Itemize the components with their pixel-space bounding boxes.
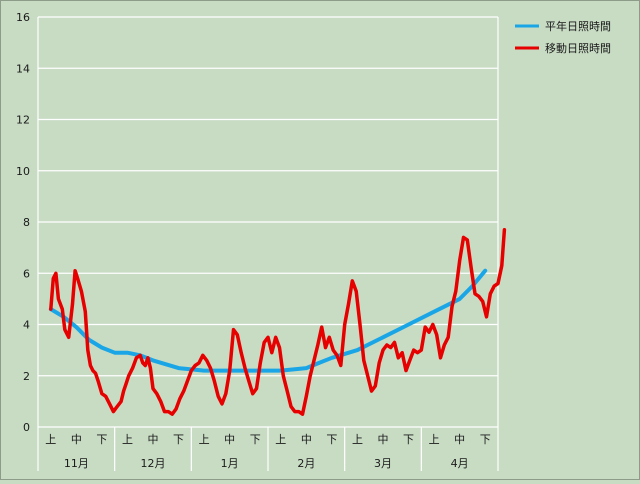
series-lines	[48, 227, 507, 416]
x-tick-label-period: 上	[122, 433, 133, 446]
x-tick-label-period: 中	[148, 433, 159, 446]
x-tick-label-period: 中	[301, 433, 312, 446]
x-tick-label-month: 3月	[374, 457, 392, 470]
y-tick-label: 12	[16, 114, 30, 127]
y-tick-label: 6	[23, 267, 30, 280]
x-tick-label-period: 上	[352, 433, 363, 446]
y-tick-label: 10	[16, 165, 30, 178]
legend: 平年日照時間 移動日照時間	[515, 19, 611, 55]
x-tick-label-month: 12月	[141, 457, 166, 470]
x-tick-label-period: 下	[250, 433, 261, 446]
x-tick-label-period: 中	[454, 433, 465, 446]
y-tick-label: 8	[23, 216, 30, 229]
y-tick-label: 4	[23, 319, 30, 332]
y-axis: 0 2 4 6 8 10 12 14 16	[16, 11, 30, 434]
x-tick-label-period: 下	[480, 433, 491, 446]
x-tick-label-period: 上	[275, 433, 286, 446]
series-line-moving	[49, 227, 507, 416]
y-tick-label: 2	[23, 370, 30, 383]
x-tick-label-month: 4月	[451, 457, 469, 470]
x-tick-label-month: 11月	[64, 457, 89, 470]
x-tick-label-month: 2月	[297, 457, 315, 470]
x-tick-label-period: 中	[378, 433, 389, 446]
x-tick-label-period: 下	[326, 433, 337, 446]
y-tick-label: 14	[16, 62, 30, 75]
x-tick-label-period: 下	[403, 433, 414, 446]
series-line-normal	[48, 268, 488, 373]
x-tick-label-month: 1月	[221, 457, 239, 470]
x-tick-label-period: 下	[173, 433, 184, 446]
x-tick-label-period: 上	[45, 433, 56, 446]
x-tick-label-period: 中	[71, 433, 82, 446]
legend-label-moving: 移動日照時間	[545, 41, 611, 55]
x-tick-label-period: 上	[199, 433, 210, 446]
x-tick-label-period: 下	[96, 433, 107, 446]
x-axis: 上 中 下 上 中 下 上 中 下 上 中 下 上 中 下 上 中 下 11月 12月 1月 2月 3月 4月	[37, 427, 499, 471]
y-tick-label: 16	[16, 11, 30, 24]
y-tick-label: 0	[23, 421, 30, 434]
x-tick-label-period: 中	[224, 433, 235, 446]
gridlines	[37, 16, 499, 428]
x-tick-label-period: 上	[429, 433, 440, 446]
legend-label-normal: 平年日照時間	[545, 19, 611, 33]
